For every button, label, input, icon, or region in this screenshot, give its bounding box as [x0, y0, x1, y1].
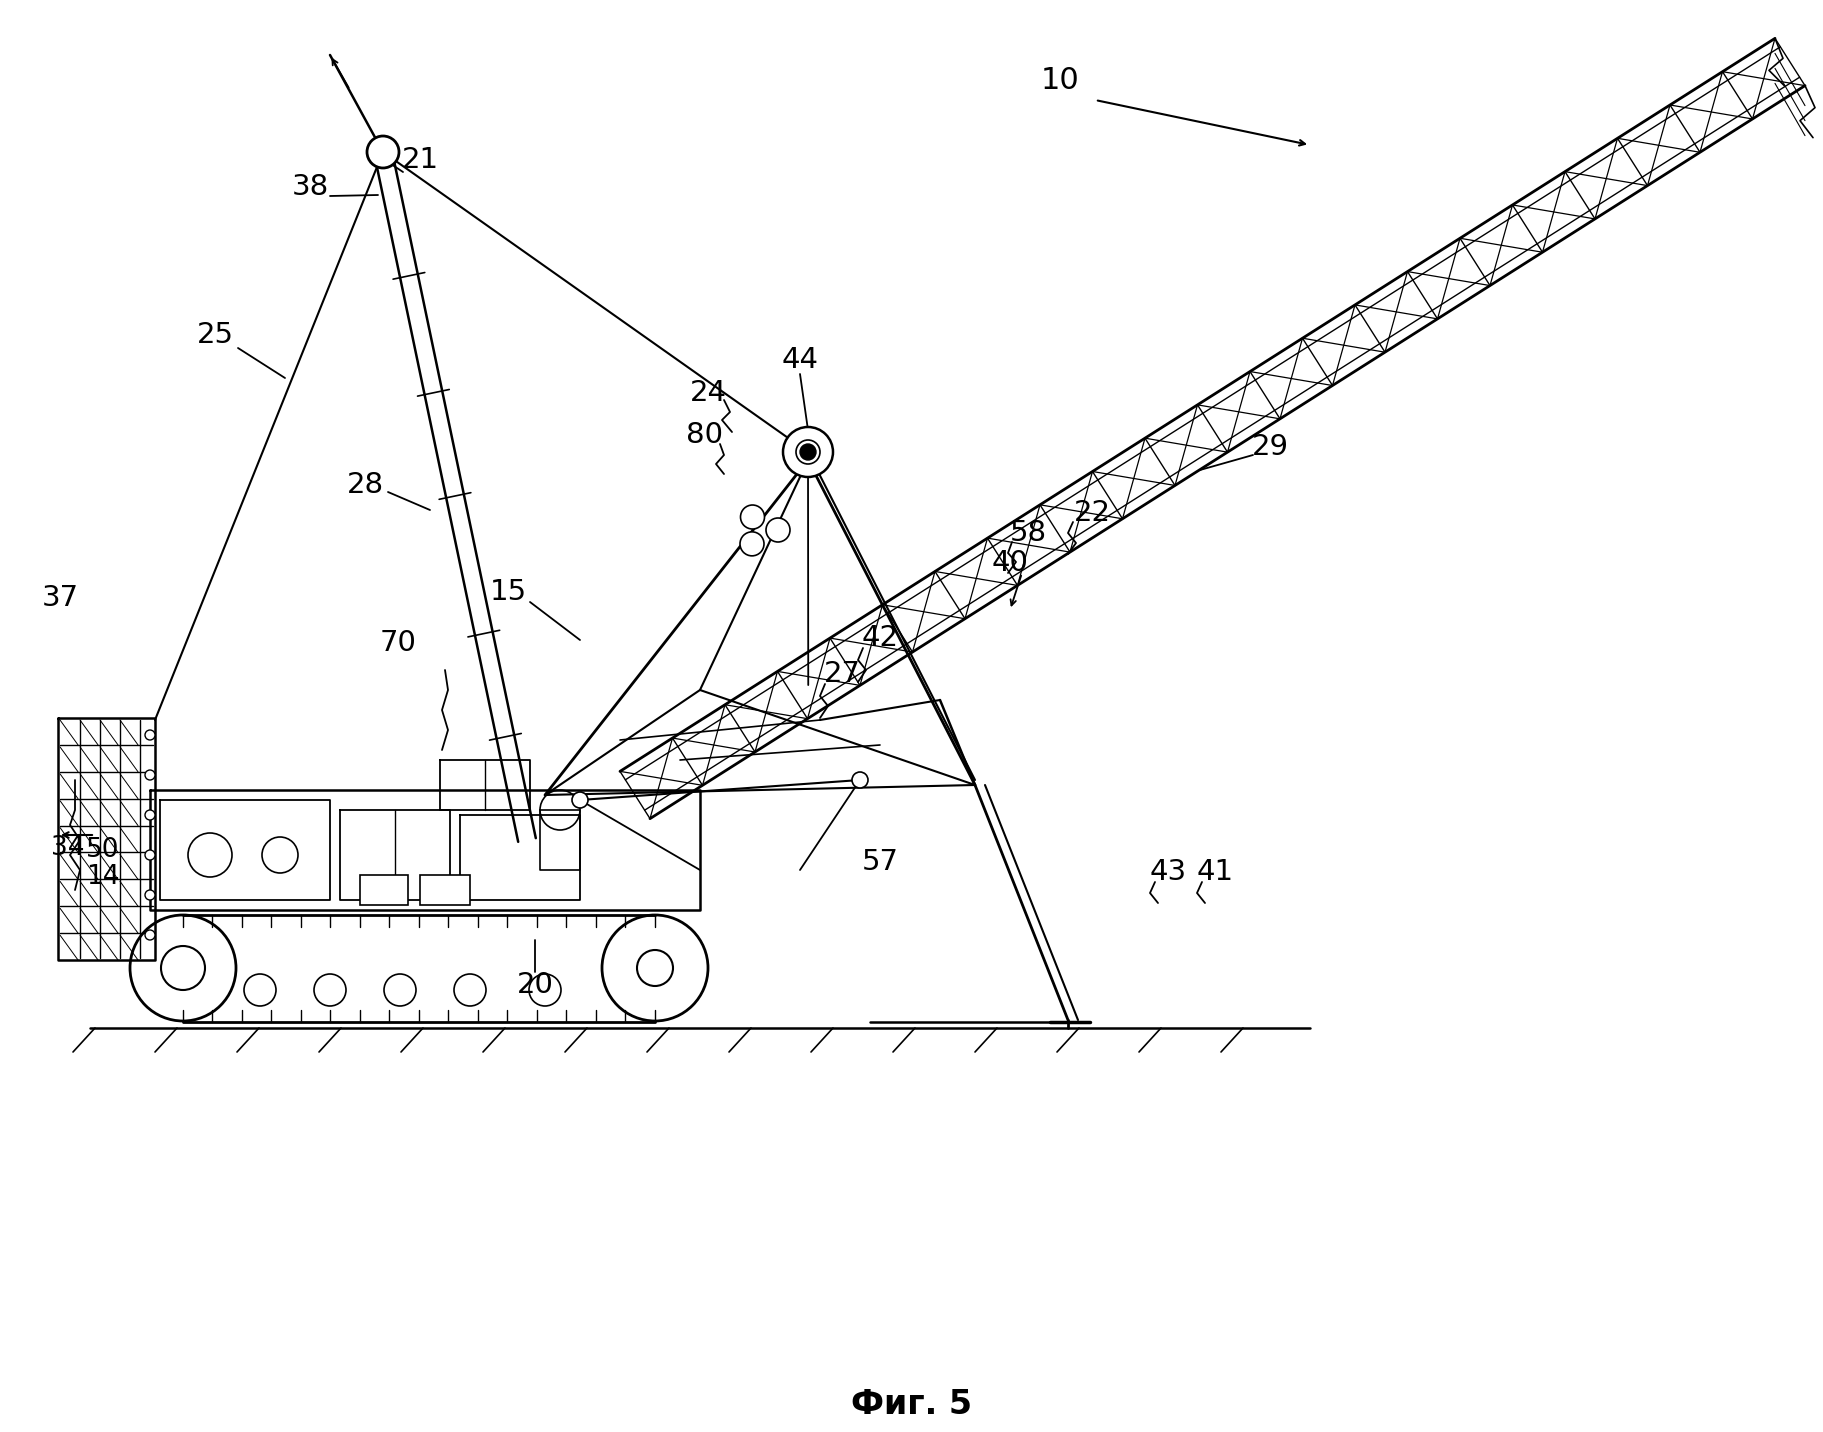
Circle shape: [572, 792, 587, 808]
Text: 14: 14: [86, 863, 120, 891]
Text: 24: 24: [689, 379, 726, 407]
Circle shape: [740, 505, 764, 528]
Text: 28: 28: [346, 471, 383, 498]
Text: 34: 34: [51, 835, 84, 861]
Circle shape: [766, 518, 789, 541]
Text: 21: 21: [401, 146, 438, 175]
Circle shape: [366, 136, 399, 168]
Circle shape: [851, 772, 868, 788]
Polygon shape: [419, 875, 470, 905]
Text: 29: 29: [1251, 432, 1287, 461]
Circle shape: [144, 851, 155, 861]
Polygon shape: [359, 875, 408, 905]
Text: 15: 15: [489, 579, 527, 606]
Circle shape: [529, 974, 561, 1007]
Circle shape: [144, 929, 155, 939]
Text: 22: 22: [1074, 498, 1110, 527]
Circle shape: [454, 974, 485, 1007]
Text: 80: 80: [685, 421, 724, 450]
Text: 10: 10: [1041, 66, 1079, 95]
Text: 37: 37: [42, 584, 78, 611]
Circle shape: [160, 947, 204, 990]
Text: 50: 50: [86, 836, 120, 863]
Text: 25: 25: [197, 321, 233, 349]
Circle shape: [782, 427, 833, 477]
Text: 38: 38: [292, 173, 328, 200]
Text: 43: 43: [1148, 858, 1187, 886]
Circle shape: [244, 974, 275, 1007]
Text: 42: 42: [860, 624, 899, 652]
Circle shape: [385, 974, 416, 1007]
Text: 44: 44: [780, 347, 819, 374]
Circle shape: [795, 440, 820, 464]
Circle shape: [800, 444, 815, 460]
Text: 70: 70: [379, 629, 416, 657]
Text: 40: 40: [992, 548, 1028, 577]
Circle shape: [188, 833, 232, 876]
Text: 20: 20: [516, 971, 552, 1000]
Circle shape: [636, 949, 673, 987]
Circle shape: [144, 811, 155, 821]
Text: 41: 41: [1196, 858, 1232, 886]
Circle shape: [314, 974, 346, 1007]
Circle shape: [144, 730, 155, 740]
Text: 58: 58: [1008, 518, 1046, 547]
Text: 57: 57: [860, 848, 899, 876]
Circle shape: [740, 531, 764, 556]
Circle shape: [144, 770, 155, 780]
Text: 27: 27: [822, 660, 860, 687]
Circle shape: [144, 891, 155, 899]
Text: Фиг. 5: Фиг. 5: [851, 1389, 972, 1422]
Circle shape: [263, 836, 297, 874]
